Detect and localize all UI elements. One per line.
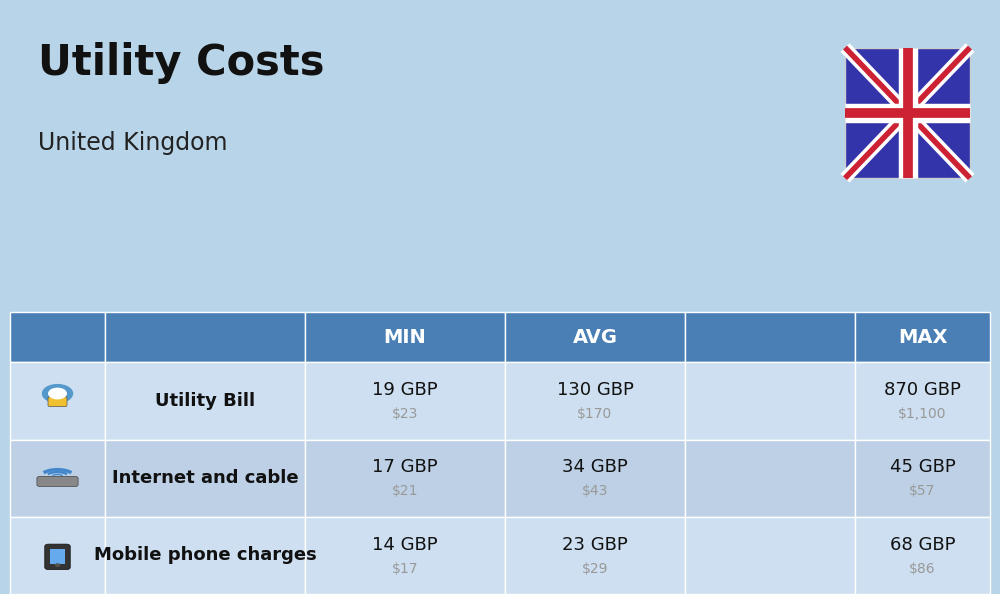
FancyBboxPatch shape: [10, 517, 105, 594]
Text: Utility Bill: Utility Bill: [155, 392, 255, 410]
Text: 17 GBP: 17 GBP: [372, 459, 438, 476]
FancyBboxPatch shape: [105, 517, 305, 594]
Text: AVG: AVG: [572, 328, 618, 346]
FancyBboxPatch shape: [685, 440, 855, 517]
FancyBboxPatch shape: [685, 312, 855, 362]
Text: Utility Costs: Utility Costs: [38, 42, 324, 84]
Text: 870 GBP: 870 GBP: [884, 381, 961, 399]
FancyBboxPatch shape: [50, 549, 64, 564]
Text: $43: $43: [582, 484, 608, 498]
Text: MIN: MIN: [384, 328, 426, 346]
FancyBboxPatch shape: [855, 362, 990, 440]
FancyBboxPatch shape: [305, 312, 505, 362]
FancyBboxPatch shape: [855, 517, 990, 594]
Text: $86: $86: [909, 561, 936, 576]
FancyBboxPatch shape: [10, 362, 105, 440]
Text: 45 GBP: 45 GBP: [890, 459, 955, 476]
FancyBboxPatch shape: [505, 312, 685, 362]
FancyBboxPatch shape: [855, 312, 990, 362]
Text: $1,100: $1,100: [898, 407, 947, 421]
FancyBboxPatch shape: [685, 362, 855, 440]
Text: 68 GBP: 68 GBP: [890, 536, 955, 554]
Text: Internet and cable: Internet and cable: [112, 469, 298, 487]
Text: $21: $21: [392, 484, 418, 498]
Text: MAX: MAX: [898, 328, 947, 346]
FancyBboxPatch shape: [505, 362, 685, 440]
Text: Mobile phone charges: Mobile phone charges: [94, 546, 316, 564]
Circle shape: [49, 388, 66, 399]
Text: $17: $17: [392, 561, 418, 576]
FancyBboxPatch shape: [105, 362, 305, 440]
FancyBboxPatch shape: [845, 48, 970, 178]
FancyBboxPatch shape: [48, 397, 67, 407]
Circle shape: [55, 564, 60, 566]
FancyBboxPatch shape: [10, 440, 105, 517]
FancyBboxPatch shape: [855, 440, 990, 517]
FancyBboxPatch shape: [305, 362, 505, 440]
Text: 23 GBP: 23 GBP: [562, 536, 628, 554]
FancyBboxPatch shape: [685, 517, 855, 594]
Text: $170: $170: [577, 407, 613, 421]
Text: $23: $23: [392, 407, 418, 421]
FancyBboxPatch shape: [45, 544, 70, 570]
FancyBboxPatch shape: [37, 476, 78, 486]
Text: 19 GBP: 19 GBP: [372, 381, 438, 399]
FancyBboxPatch shape: [505, 440, 685, 517]
FancyBboxPatch shape: [505, 517, 685, 594]
Text: $57: $57: [909, 484, 936, 498]
FancyBboxPatch shape: [105, 440, 305, 517]
Text: United Kingdom: United Kingdom: [38, 131, 228, 154]
Text: 34 GBP: 34 GBP: [562, 459, 628, 476]
FancyBboxPatch shape: [105, 312, 305, 362]
FancyBboxPatch shape: [10, 312, 105, 362]
Circle shape: [42, 385, 72, 403]
Text: 130 GBP: 130 GBP: [557, 381, 633, 399]
FancyBboxPatch shape: [305, 440, 505, 517]
Text: $29: $29: [582, 561, 608, 576]
FancyBboxPatch shape: [305, 517, 505, 594]
Text: 14 GBP: 14 GBP: [372, 536, 438, 554]
